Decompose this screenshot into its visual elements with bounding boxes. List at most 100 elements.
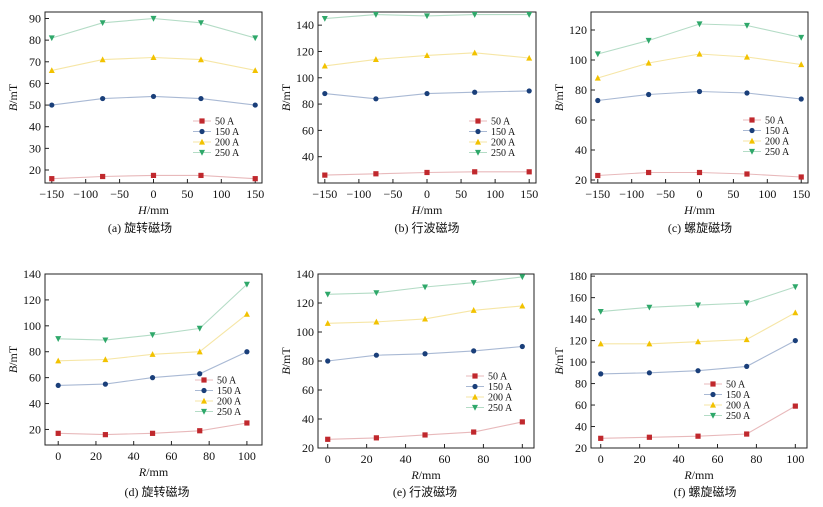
data-point [470, 307, 477, 313]
legend-marker [710, 391, 716, 398]
y-tick-label: 20 [29, 422, 41, 436]
x-tick-label: −150 [39, 187, 64, 201]
x-tick-label: 20 [361, 452, 373, 466]
x-tick-label: 40 [673, 452, 685, 466]
data-point [744, 363, 750, 369]
data-point [472, 89, 478, 95]
y-tick-label: 40 [575, 420, 587, 434]
plot-frame [44, 273, 263, 446]
data-point [150, 172, 157, 179]
chart-panel-4: 0 20 40 60 80 100 20 40 60 80 100 120 140 R/mm B/mT 50 … [6, 267, 263, 499]
data-point [743, 22, 750, 29]
legend-label: 150 A [726, 390, 751, 401]
y-tick-label: 70 [29, 55, 41, 69]
data-point [696, 88, 703, 95]
data-point [424, 169, 430, 176]
data-point [100, 95, 106, 102]
x-tick-label: 20 [634, 452, 646, 466]
chart-panel-1: −150 −100 −50 0 50 100 150 20 30 40 50 60 70 80 90 H/mm… [6, 11, 264, 235]
data-point [798, 61, 805, 68]
data-point [743, 53, 750, 60]
x-tick-label: 80 [203, 449, 215, 463]
y-axis-label: B/mT [552, 347, 566, 375]
panel-caption: (b) 行波磁场 [395, 220, 460, 235]
legend-label: 50 A [726, 380, 746, 391]
legend-label: 200 A [215, 138, 240, 149]
data-point [526, 54, 533, 61]
data-point [695, 368, 701, 374]
data-point [424, 13, 430, 20]
y-tick-label: 80 [29, 345, 41, 359]
y-tick-label: 60 [29, 371, 41, 385]
data-point [744, 90, 750, 96]
data-point [321, 62, 328, 69]
x-axis-label: R/mm [138, 465, 169, 479]
y-tick-label: 100 [569, 53, 587, 67]
legend-marker [749, 117, 755, 123]
data-point [48, 35, 55, 42]
data-point [150, 15, 157, 22]
plot-frame [590, 273, 808, 449]
data-point [373, 96, 379, 102]
data-point [595, 172, 601, 179]
data-point [422, 284, 429, 291]
legend-marker [199, 128, 205, 135]
x-tick-label: 80 [477, 452, 489, 466]
y-axis-label: B/mT [552, 83, 566, 111]
x-tick-label: 100 [758, 187, 776, 201]
data-point [197, 56, 204, 63]
y-axis-label: B/mT [6, 345, 20, 373]
x-tick-label: 60 [711, 452, 723, 466]
legend-marker [201, 408, 207, 415]
panel-caption: (e) 行波磁场 [393, 484, 457, 499]
legend-marker [749, 137, 755, 144]
y-tick-label: 40 [29, 397, 41, 411]
legend-label: 200 A [765, 137, 790, 148]
legend-label: 250 A [765, 147, 790, 158]
data-point [646, 304, 653, 311]
legend-marker [475, 149, 481, 156]
data-point [597, 340, 604, 347]
data-point [526, 88, 532, 94]
y-tick-label: 140 [569, 312, 587, 326]
x-tick-label: 0 [697, 187, 703, 201]
data-point [197, 428, 203, 434]
x-tick-label: −50 [656, 187, 675, 201]
x-tick-label: 100 [238, 449, 256, 463]
data-point [243, 281, 250, 288]
y-tick-label: 40 [575, 143, 587, 157]
y-tick-label: 60 [302, 123, 314, 137]
data-point [526, 169, 532, 175]
data-point [743, 300, 750, 307]
x-tick-label: 50 [181, 187, 193, 201]
x-axis-label: H/mm [683, 203, 715, 217]
data-point [792, 403, 798, 409]
legend-marker [749, 127, 755, 134]
data-point [149, 351, 156, 357]
y-tick-label: 180 [569, 269, 587, 283]
x-tick-label: 60 [165, 449, 177, 463]
data-point [598, 435, 604, 441]
legend-label: 150 A [765, 126, 790, 137]
legend-marker [199, 138, 205, 145]
y-axis-label: B/mT [279, 83, 293, 111]
chart-panel-3: −150 −100 −50 0 50 100 150 20 40 60 80 100 120 H/mm B/… [552, 11, 810, 235]
legend-marker [472, 393, 478, 400]
data-point [646, 370, 652, 376]
y-tick-label: 140 [296, 267, 314, 281]
data-point [798, 96, 804, 102]
y-tick-label: 40 [29, 120, 41, 134]
y-tick-label: 80 [302, 97, 314, 111]
x-tick-label: 0 [598, 452, 604, 466]
legend-label: 200 A [217, 397, 242, 408]
series-line-250a [597, 23, 802, 55]
x-tick-label: 40 [400, 452, 412, 466]
data-point [471, 49, 478, 56]
data-point [695, 302, 702, 309]
data-point [696, 50, 703, 57]
y-tick-label: 120 [569, 334, 587, 348]
x-tick-label: 20 [90, 449, 102, 463]
data-point [325, 358, 331, 364]
data-point [471, 429, 477, 435]
